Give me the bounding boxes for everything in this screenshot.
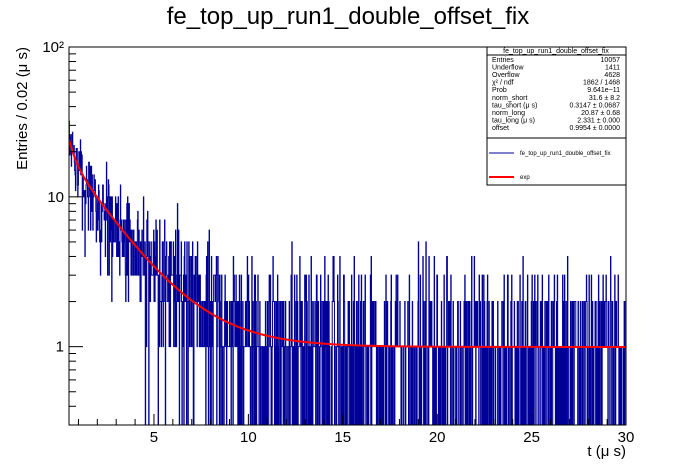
x-tick-label: 30 (618, 429, 635, 446)
stats-value: 0.3147 ± 0.0687 (569, 102, 620, 109)
legend-label-fit: exp (520, 175, 530, 181)
x-axis-title: t (μ s) (587, 443, 626, 460)
y-tick-label: 10² (42, 39, 64, 56)
histogram-line (69, 120, 626, 425)
stats-value: 10057 (601, 57, 621, 64)
stats-value: 2.331 ± 0.000 (577, 117, 620, 124)
stats-label: Entries (492, 57, 514, 64)
histogram-series (69, 120, 626, 425)
stats-box-title: fe_top_up_run1_double_offset_fix (503, 48, 609, 55)
x-tick-label: 20 (429, 429, 446, 446)
stats-value: 1411 (605, 65, 620, 72)
y-tick-label: 1 (56, 339, 64, 356)
stats-label: tau_short (μ s) (492, 102, 537, 109)
stats-value: 31.6 ± 8.2 (589, 95, 620, 102)
chart-title: fe_top_up_run1_double_offset_fix (167, 3, 530, 30)
stats-label: tau_long (μ s) (492, 117, 535, 124)
stats-value: 0.9954 ± 0.0000 (569, 125, 620, 132)
x-tick-label: 25 (523, 429, 540, 446)
y-axis: 1 10 10² (42, 39, 83, 426)
y-axis-title: Entries / 0.02 (μ s) (14, 47, 31, 170)
y-tick-label: 10 (47, 189, 64, 206)
stats-value: 9.641e−11 (587, 87, 620, 94)
stats-value: 4628 (604, 72, 620, 79)
x-axis: 5 10 15 20 25 30 (77, 414, 635, 446)
stats-label: Prob (492, 87, 507, 94)
legend-label-histogram: fe_top_up_run1_double_offset_fix (520, 151, 611, 157)
stats-label: norm_long (492, 110, 525, 117)
stats-value: 20.87 ± 0.68 (581, 110, 620, 117)
stats-label: Overflow (492, 72, 521, 79)
stats-label: χ² / ndf (492, 80, 514, 87)
stats-label: offset (492, 125, 509, 132)
x-tick-label: 15 (334, 429, 351, 446)
legend: fe_top_up_run1_double_offset_fix exp (486, 137, 627, 186)
fit-curve (69, 138, 626, 348)
stats-label: norm_short (492, 95, 527, 102)
plot-frame (68, 46, 627, 426)
stats-label: Underflow (492, 65, 524, 72)
stats-value: 1862 / 1468 (583, 80, 620, 87)
x-tick-label: 10 (240, 429, 257, 446)
x-tick-label: 5 (150, 429, 158, 446)
